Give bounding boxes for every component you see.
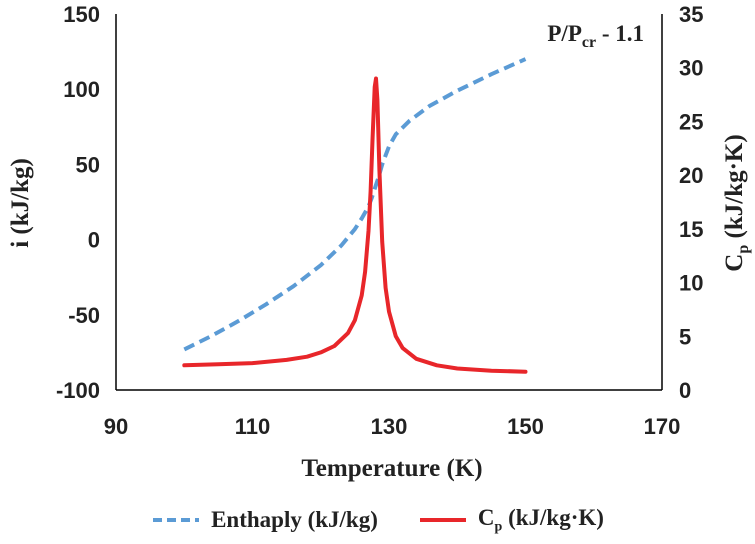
y-axis-right-title-tail: (kJ/kg·K) [721, 134, 748, 244]
y-left-tick-label: 100 [63, 77, 100, 102]
x-tick-label: 170 [644, 414, 681, 439]
x-tick-label: 90 [104, 414, 128, 439]
legend-label-cp-main: C [477, 504, 495, 530]
legend-label-cp: Cp (kJ/kg·K) [478, 505, 604, 536]
legend-swatch-cp [419, 518, 466, 522]
y-axis-right-title: Cp (kJ/kg·K) [721, 134, 752, 271]
y-left-tick-label: 150 [63, 2, 100, 27]
y-right-tick-label: 35 [679, 2, 703, 27]
y-left-tick-label: -100 [56, 378, 100, 403]
annotation-main: P/P [547, 21, 582, 46]
y-right-tick-label: 25 [679, 109, 703, 134]
y-right-tick-label: 30 [679, 56, 703, 81]
cp-series-line [182, 76, 528, 374]
y-left-tick-label: -50 [68, 303, 100, 328]
annotation-sub: cr [582, 34, 596, 51]
legend-item-enthalpy: Enthaply (kJ/kg) [151, 507, 378, 533]
legend-swatch-enthalpy [153, 518, 200, 522]
legend: Enthaply (kJ/kg) Cp (kJ/kg·K) [0, 502, 755, 538]
legend-label-cp-tail: (kJ/kg·K) [502, 504, 604, 530]
y-right-tick-label: 20 [679, 163, 703, 188]
y-axis-left-title: i (kJ/kg) [7, 158, 34, 248]
annotation-tail: - 1.1 [596, 21, 644, 46]
y-right-tick-label: 10 [679, 271, 703, 296]
x-axis-title: Temperature (K) [301, 455, 482, 482]
x-tick-label: 110 [235, 414, 271, 439]
pressure-ratio-annotation: P/Pcr - 1.1 [547, 21, 644, 51]
y-left-tick-label: 50 [76, 152, 100, 177]
y-axis-right-title-sub: p [735, 245, 752, 254]
legend-item-cp: Cp (kJ/kg·K) [418, 505, 604, 536]
y-axis-right-title-main: C [721, 254, 748, 272]
y-right-tick-label: 0 [679, 378, 691, 403]
x-tick-label: 130 [371, 414, 408, 439]
y-left-tick-label: 0 [88, 228, 100, 253]
legend-label-cp-sub: p [494, 519, 503, 535]
legend-label-enthalpy: Enthaply (kJ/kg) [211, 507, 378, 532]
x-tick-label: 150 [507, 414, 544, 439]
enthalpy-series-line [183, 57, 527, 352]
y-right-tick-label: 5 [679, 324, 691, 349]
y-right-tick-label: 15 [679, 217, 703, 242]
